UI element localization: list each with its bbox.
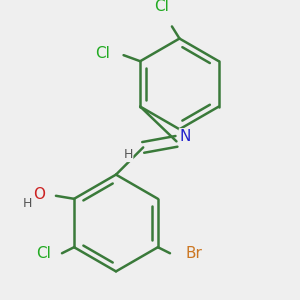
Text: H: H — [22, 197, 32, 210]
Text: Br: Br — [186, 246, 202, 261]
Text: N: N — [180, 129, 191, 144]
Text: H: H — [123, 148, 133, 161]
Text: Cl: Cl — [95, 46, 110, 61]
Text: Cl: Cl — [36, 246, 51, 261]
Text: O: O — [33, 187, 45, 202]
Text: Cl: Cl — [154, 0, 169, 14]
